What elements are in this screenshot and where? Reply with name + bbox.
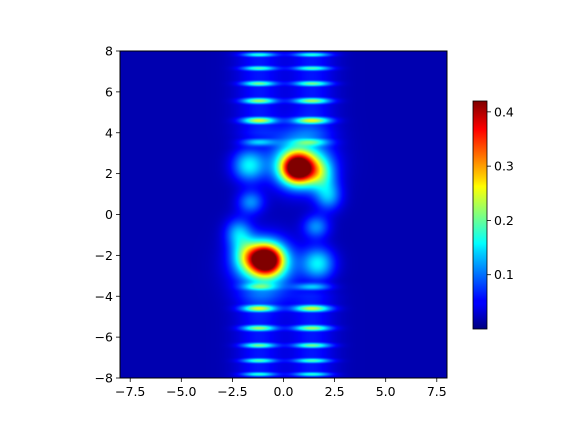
x-tick-label: −2.5 (217, 384, 247, 399)
y-tick-label: 0 (105, 207, 113, 222)
y-axis: −8 −6 −4 −2 0 2 4 6 8 (95, 44, 120, 386)
colorbar-tick-label: 0.1 (494, 267, 514, 282)
y-tick-label: −4 (95, 289, 113, 304)
y-tick-label: 4 (105, 125, 113, 140)
colorbar: 0.1 0.2 0.3 0.4 (472, 100, 514, 330)
x-tick-label: −5.0 (166, 384, 196, 399)
y-tick-label: 8 (105, 44, 113, 59)
y-tick-label: −6 (95, 330, 113, 345)
x-tick-label: 2.5 (325, 384, 345, 399)
colorbar-tick-label: 0.3 (494, 159, 514, 174)
x-tick-label: −7.5 (115, 384, 145, 399)
colorbar-tick-label: 0.2 (494, 213, 514, 228)
x-tick-label: 0.0 (274, 384, 294, 399)
y-tick-label: 2 (105, 166, 113, 181)
y-tick-label: 6 (105, 84, 113, 99)
y-tick-label: −2 (95, 248, 113, 263)
x-tick-label: 7.5 (427, 384, 447, 399)
heatmap-plot-area (119, 50, 448, 379)
colorbar-gradient (472, 100, 488, 330)
x-axis: −7.5 −5.0 −2.5 0.0 2.5 5.0 7.5 (115, 378, 447, 399)
x-tick-label: 5.0 (376, 384, 396, 399)
colorbar-tick-label: 0.4 (494, 104, 514, 119)
y-tick-label: −8 (95, 371, 113, 386)
